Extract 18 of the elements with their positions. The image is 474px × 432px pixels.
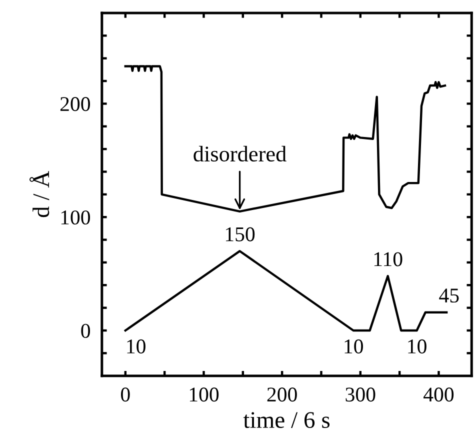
y-tick-label: 0 bbox=[81, 324, 90, 338]
y-tick-label: 100 bbox=[61, 210, 90, 225]
x-tick-label: 300 bbox=[346, 388, 376, 402]
annotation: 45 bbox=[439, 288, 459, 303]
x-axis-title: time / 6 s bbox=[243, 412, 330, 428]
line-series bbox=[124, 65, 446, 213]
y-axis-title: d / Å bbox=[30, 170, 50, 218]
annotation: 150 bbox=[226, 227, 255, 242]
annotation: 10 bbox=[408, 339, 426, 354]
annotation: 110 bbox=[374, 252, 402, 266]
x-tick-label: 0 bbox=[120, 388, 130, 402]
x-tick-label: 100 bbox=[190, 388, 219, 402]
annotation: 10 bbox=[127, 339, 146, 354]
y-tick-label: 200 bbox=[60, 97, 90, 112]
x-tick-label: 200 bbox=[267, 388, 297, 402]
annotation: 10 bbox=[344, 339, 363, 354]
annotation: disordered bbox=[194, 146, 286, 162]
x-tick-label: 400 bbox=[424, 388, 454, 402]
